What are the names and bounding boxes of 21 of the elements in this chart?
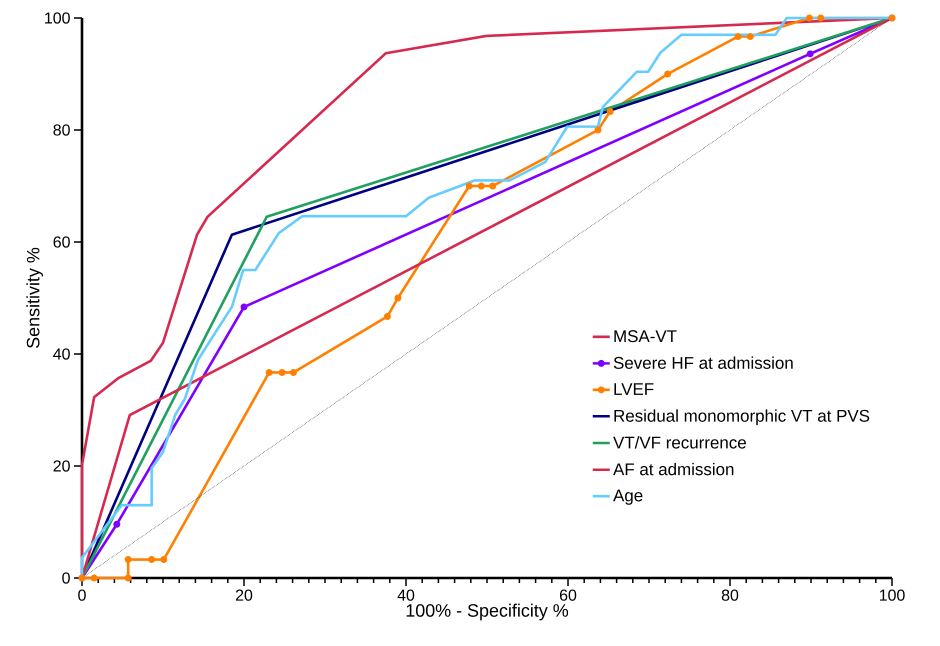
legend-label: VT/VF recurrence [613, 436, 746, 449]
x-tick-label: 60 [560, 590, 576, 601]
legend-label: Severe HF at admission [614, 356, 793, 369]
x-tick-label: 20 [236, 590, 252, 601]
y-tick-label: 80 [53, 124, 70, 136]
y-tick-label: 100 [45, 12, 70, 24]
legend-label: Age [613, 490, 642, 505]
legend-label: LVEF [614, 383, 654, 395]
y-axis-title: Sensitivity % [26, 248, 44, 348]
legend-label: AF at admission [613, 462, 734, 476]
x-tick-label: 80 [722, 590, 738, 601]
legend-label: Residual monomorphic VT at PVS [614, 409, 870, 426]
x-tick-label: 100 [880, 590, 905, 601]
y-tick-label: 0 [62, 572, 70, 584]
legend-label: MSA-VT [614, 330, 677, 342]
y-tick-label: 20 [54, 460, 70, 472]
x-axis-title: 100% - Specificity % [406, 604, 568, 620]
y-tick-label: 40 [53, 348, 70, 360]
x-tick-label: 40 [398, 590, 414, 601]
x-tick-label: 0 [78, 590, 86, 601]
y-tick-label: 60 [54, 236, 70, 248]
